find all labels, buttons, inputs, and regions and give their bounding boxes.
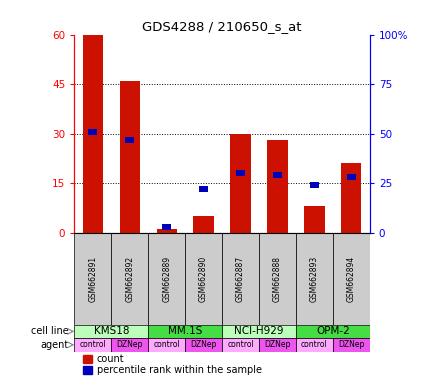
- Text: NCI-H929: NCI-H929: [234, 326, 284, 336]
- Bar: [111, 233, 148, 324]
- Bar: [83, 355, 91, 363]
- Text: OPM-2: OPM-2: [316, 326, 350, 336]
- Bar: [236, 170, 245, 176]
- Text: GSM662891: GSM662891: [88, 256, 97, 302]
- Bar: [333, 338, 370, 352]
- Bar: [74, 233, 111, 324]
- Bar: [148, 338, 185, 352]
- Text: control: control: [79, 340, 106, 349]
- Text: control: control: [227, 340, 254, 349]
- Bar: [88, 129, 97, 135]
- Text: control: control: [301, 340, 328, 349]
- Text: GSM662890: GSM662890: [199, 255, 208, 302]
- Text: DZNep: DZNep: [264, 340, 291, 349]
- Bar: [341, 163, 361, 233]
- Bar: [296, 338, 333, 352]
- Bar: [259, 233, 296, 324]
- Bar: [310, 182, 319, 188]
- Bar: [333, 233, 370, 324]
- Bar: [230, 134, 251, 233]
- Bar: [273, 172, 282, 178]
- Bar: [259, 338, 296, 352]
- Text: GSM662893: GSM662893: [310, 255, 319, 302]
- Text: control: control: [153, 340, 180, 349]
- Text: KMS18: KMS18: [94, 326, 129, 336]
- Bar: [347, 174, 356, 180]
- Bar: [185, 338, 222, 352]
- Bar: [148, 233, 185, 324]
- Bar: [119, 81, 140, 233]
- Bar: [185, 233, 222, 324]
- Bar: [222, 324, 296, 338]
- Bar: [199, 186, 208, 192]
- Title: GDS4288 / 210650_s_at: GDS4288 / 210650_s_at: [142, 20, 302, 33]
- Bar: [83, 366, 91, 374]
- Bar: [296, 233, 333, 324]
- Bar: [111, 338, 148, 352]
- Text: GSM662894: GSM662894: [347, 255, 356, 302]
- Text: agent: agent: [40, 340, 69, 350]
- Bar: [222, 338, 259, 352]
- Bar: [193, 216, 214, 233]
- Text: GSM662888: GSM662888: [273, 256, 282, 302]
- Bar: [74, 324, 148, 338]
- Bar: [83, 35, 103, 233]
- Text: count: count: [96, 354, 124, 364]
- Text: percentile rank within the sample: percentile rank within the sample: [96, 365, 261, 375]
- Text: DZNep: DZNep: [116, 340, 143, 349]
- Bar: [156, 229, 177, 233]
- Bar: [162, 224, 171, 230]
- Bar: [267, 140, 288, 233]
- Bar: [125, 137, 134, 142]
- Text: cell line: cell line: [31, 326, 69, 336]
- Bar: [148, 324, 222, 338]
- Bar: [304, 206, 325, 233]
- Text: MM.1S: MM.1S: [168, 326, 202, 336]
- Text: DZNep: DZNep: [338, 340, 365, 349]
- Bar: [222, 233, 259, 324]
- Text: GSM662892: GSM662892: [125, 256, 134, 302]
- Bar: [74, 338, 111, 352]
- Bar: [296, 324, 370, 338]
- Text: DZNep: DZNep: [190, 340, 217, 349]
- Text: GSM662889: GSM662889: [162, 256, 171, 302]
- Text: GSM662887: GSM662887: [236, 256, 245, 302]
